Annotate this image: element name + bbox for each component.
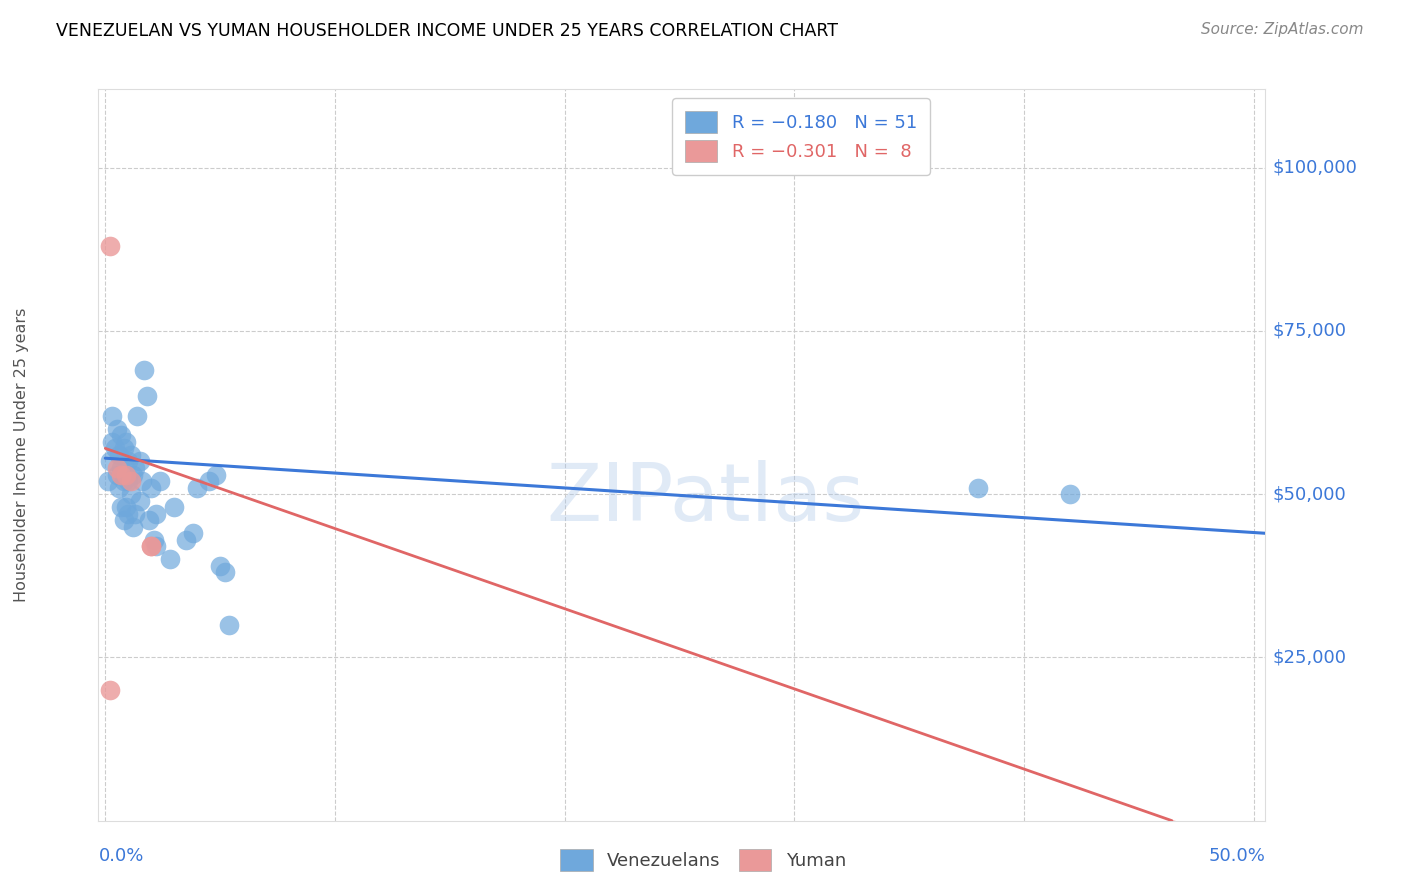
Point <box>127 409 149 423</box>
Point <box>120 448 142 462</box>
Point <box>141 539 163 553</box>
Point <box>142 533 165 547</box>
Point <box>101 409 124 423</box>
Point <box>197 474 219 488</box>
Text: $75,000: $75,000 <box>1272 322 1347 340</box>
Point <box>122 467 145 482</box>
Point <box>967 481 990 495</box>
Text: $50,000: $50,000 <box>1272 485 1346 503</box>
Point <box>124 507 146 521</box>
Point <box>112 474 135 488</box>
Point <box>135 389 157 403</box>
Legend: R = −0.180   N = 51, R = −0.301   N =  8: R = −0.180 N = 51, R = −0.301 N = 8 <box>672 98 929 175</box>
Text: Source: ZipAtlas.com: Source: ZipAtlas.com <box>1201 22 1364 37</box>
Point <box>138 513 160 527</box>
Point <box>214 566 236 580</box>
Point <box>98 683 121 698</box>
Point <box>204 467 226 482</box>
Point <box>105 467 128 482</box>
Point <box>181 526 204 541</box>
Point <box>122 520 145 534</box>
Point <box>209 558 232 573</box>
Point <box>145 507 167 521</box>
Point <box>115 434 138 449</box>
Point <box>110 428 132 442</box>
Point <box>134 363 156 377</box>
Point <box>1059 487 1081 501</box>
Point <box>117 507 139 521</box>
Point <box>103 442 125 456</box>
Point <box>97 474 120 488</box>
Point <box>145 539 167 553</box>
Point <box>128 493 150 508</box>
Point <box>112 513 135 527</box>
Point <box>108 481 131 495</box>
Point <box>141 539 163 553</box>
Point <box>101 434 124 449</box>
Text: 50.0%: 50.0% <box>1209 847 1265 865</box>
Point <box>115 500 138 515</box>
Point <box>120 487 142 501</box>
Point <box>218 617 240 632</box>
Point <box>120 474 142 488</box>
Point <box>174 533 197 547</box>
Point <box>128 454 150 468</box>
Point <box>124 461 146 475</box>
Text: Householder Income Under 25 years: Householder Income Under 25 years <box>14 308 28 602</box>
Point <box>141 481 163 495</box>
Point <box>98 239 121 253</box>
Point <box>110 461 132 475</box>
Point <box>105 461 128 475</box>
Text: $100,000: $100,000 <box>1272 159 1357 177</box>
Point <box>115 467 138 482</box>
Text: VENEZUELAN VS YUMAN HOUSEHOLDER INCOME UNDER 25 YEARS CORRELATION CHART: VENEZUELAN VS YUMAN HOUSEHOLDER INCOME U… <box>56 22 838 40</box>
Text: 0.0%: 0.0% <box>98 847 143 865</box>
Text: ZIPatlas: ZIPatlas <box>546 459 865 538</box>
Point <box>115 467 138 482</box>
Point <box>117 454 139 468</box>
Legend: Venezuelans, Yuman: Venezuelans, Yuman <box>553 842 853 879</box>
Point <box>186 481 208 495</box>
Point <box>149 474 172 488</box>
Point <box>112 442 135 456</box>
Point <box>163 500 186 515</box>
Point <box>98 454 121 468</box>
Point <box>131 474 153 488</box>
Text: $25,000: $25,000 <box>1272 648 1347 666</box>
Point <box>110 467 132 482</box>
Point <box>110 500 132 515</box>
Point <box>108 448 131 462</box>
Point <box>117 474 139 488</box>
Point <box>105 422 128 436</box>
Point <box>159 552 181 566</box>
